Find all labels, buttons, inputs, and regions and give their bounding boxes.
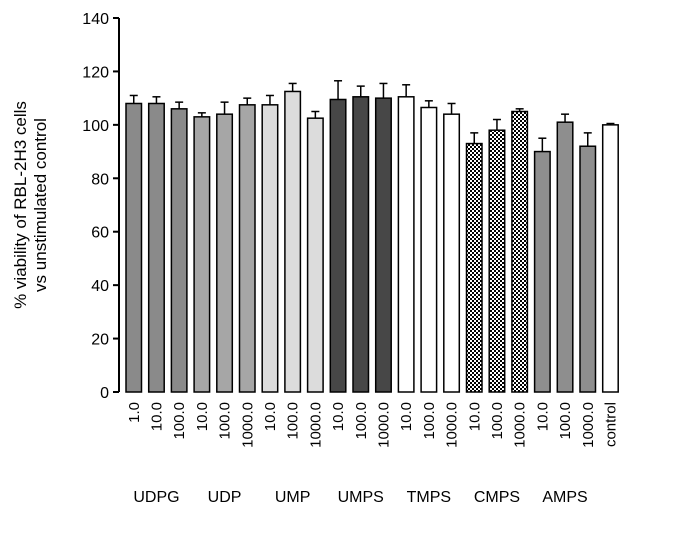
x-category-label: 100.0 xyxy=(557,402,574,440)
bar xyxy=(601,124,619,393)
bar xyxy=(465,142,483,393)
bar xyxy=(352,96,370,393)
x-category-label: 10.0 xyxy=(262,402,279,431)
x-category-label: 10.0 xyxy=(398,402,415,431)
x-category-label: 100.0 xyxy=(489,402,506,440)
x-category-label: 100.0 xyxy=(217,402,234,440)
group-label: CMPS xyxy=(474,489,520,506)
bar xyxy=(306,117,324,393)
bar xyxy=(579,145,597,393)
y-tick-label: 60 xyxy=(91,225,109,242)
bar xyxy=(397,96,415,393)
bar xyxy=(374,97,392,393)
y-tick-label: 80 xyxy=(91,171,109,188)
bar xyxy=(329,98,347,393)
bar xyxy=(193,116,211,393)
group-label: UDP xyxy=(208,489,242,506)
y-tick-label: 120 xyxy=(82,64,109,81)
x-category-label: 1000.0 xyxy=(580,402,597,448)
bar xyxy=(443,113,461,393)
bar xyxy=(170,108,188,393)
y-tick-label: 140 xyxy=(82,11,109,28)
group-label: UDPG xyxy=(133,489,179,506)
y-tick-label: 20 xyxy=(91,332,109,349)
x-category-label: 1000.0 xyxy=(239,402,256,448)
bar xyxy=(125,102,143,393)
bar xyxy=(261,104,279,393)
x-category-label: 1000.0 xyxy=(307,402,324,448)
group-label: UMPS xyxy=(338,489,384,506)
y-axis-title-line: % viability of RBL-2H3 cells xyxy=(11,101,30,309)
y-axis-title: % viability of RBL-2H3 cells vs unstimula… xyxy=(11,101,50,309)
bar xyxy=(556,121,574,393)
group-label: TMPS xyxy=(407,489,451,506)
bar xyxy=(511,110,529,393)
x-category-label: 100.0 xyxy=(353,402,370,440)
bar xyxy=(216,113,234,393)
x-category-label: 10.0 xyxy=(330,402,347,431)
x-category-label: 1000.0 xyxy=(512,402,529,448)
bar xyxy=(147,102,165,393)
bars xyxy=(125,80,619,393)
x-category-label: 1.0 xyxy=(126,402,143,423)
bar xyxy=(420,106,438,393)
x-category-label: control xyxy=(602,402,619,447)
x-category-label: 10.0 xyxy=(466,402,483,431)
group-labels: UDPG UDP UMP UMPS TMPS CMPS AMPS xyxy=(133,489,587,506)
x-category-label: 1000.0 xyxy=(375,402,392,448)
x-category-label: 100.0 xyxy=(285,402,302,440)
y-axis-title-line: vs unstimulated control xyxy=(31,118,50,292)
y-tick-label: 100 xyxy=(82,118,109,135)
y-tick-label: 0 xyxy=(100,385,109,402)
x-category-label: 100.0 xyxy=(421,402,438,440)
x-category-label: 1000.0 xyxy=(444,402,461,448)
x-category-label: 100.0 xyxy=(171,402,188,440)
x-category-label: 10.0 xyxy=(534,402,551,431)
bar xyxy=(238,104,256,393)
bar xyxy=(533,150,551,393)
y-tick-label: 40 xyxy=(91,278,109,295)
group-label: UMP xyxy=(275,489,311,506)
bar xyxy=(284,90,302,393)
x-category-label: 10.0 xyxy=(194,402,211,431)
x-axis-labels: 1.0 10.0 100.0 10.0 100.0 1000.0 10.0 100.0 1000… xyxy=(126,402,620,448)
x-category-label: 10.0 xyxy=(148,402,165,431)
bar xyxy=(488,129,506,393)
group-label: AMPS xyxy=(542,489,587,506)
y-axis: 0 20 40 60 80 100 120 140 xyxy=(82,11,120,402)
